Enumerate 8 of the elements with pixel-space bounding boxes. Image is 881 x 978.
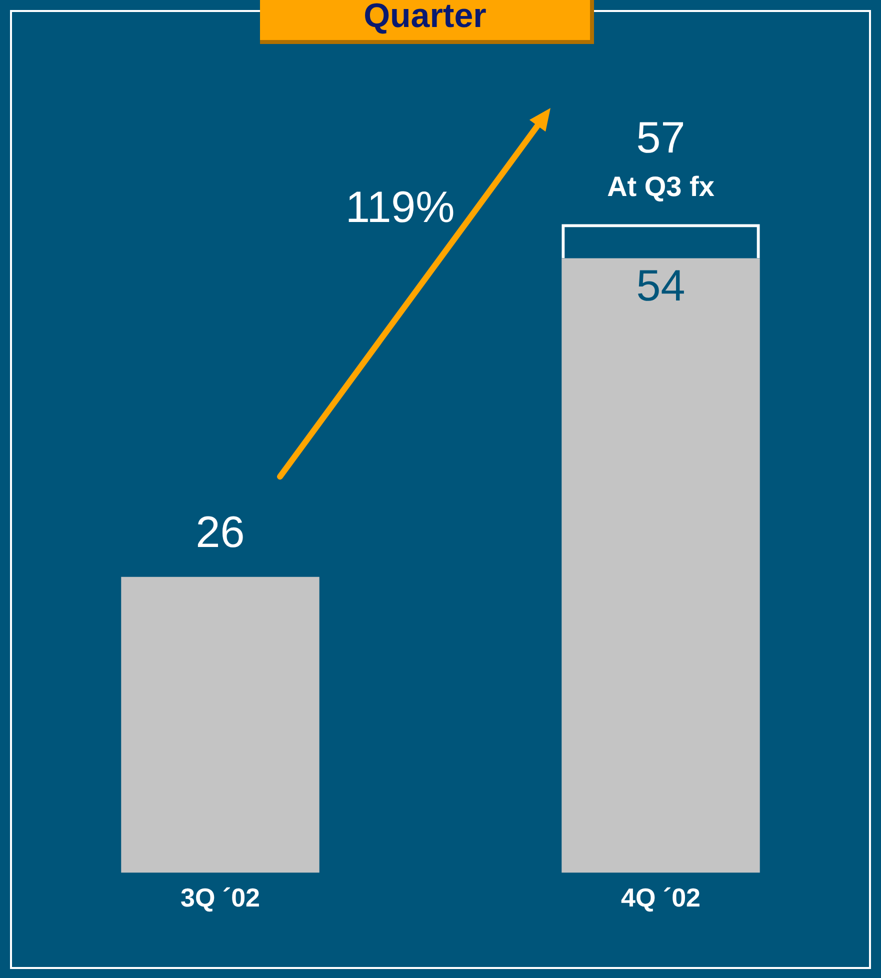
annotation: At Q3 fx xyxy=(607,170,715,202)
annotation: 119% xyxy=(346,182,455,233)
chart-title: Quarter xyxy=(260,0,594,44)
data-label: 54 xyxy=(636,261,686,310)
x-tick-label: 4Q ´02 xyxy=(621,882,700,913)
total-label: 57 xyxy=(636,113,686,162)
x-tick-label: 3Q ´02 xyxy=(180,882,260,913)
data-label: 26 xyxy=(196,508,245,558)
